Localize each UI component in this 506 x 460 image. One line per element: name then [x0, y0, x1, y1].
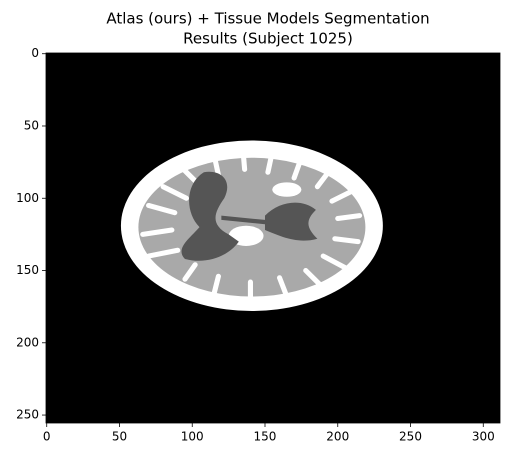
white-patch [272, 182, 302, 197]
y-tick-label: 0 [31, 46, 39, 60]
y-tick-label: 100 [16, 191, 39, 205]
y-tick-label: 50 [24, 118, 39, 132]
x-tick-label: 0 [43, 430, 51, 444]
x-tick-label: 100 [181, 430, 204, 444]
x-tick-label: 250 [399, 430, 422, 444]
ventricle [264, 202, 318, 241]
gyri [140, 149, 363, 302]
x-tick-label: 300 [472, 430, 495, 444]
x-tick-label: 50 [112, 430, 127, 444]
chart-title: Results (Subject 1025) [183, 30, 353, 48]
axes-frame [45, 52, 501, 424]
ventricle [221, 215, 265, 225]
x-tick-label: 200 [326, 430, 349, 444]
segmentation-image [46, 53, 500, 423]
x-tick-label: 150 [254, 430, 277, 444]
chart-title: Atlas (ours) + Tissue Models Segmentatio… [106, 10, 429, 28]
y-tick-label: 250 [16, 408, 39, 422]
y-tick-label: 200 [16, 335, 39, 349]
ventricle [181, 171, 239, 261]
y-tick-label: 150 [16, 263, 39, 277]
